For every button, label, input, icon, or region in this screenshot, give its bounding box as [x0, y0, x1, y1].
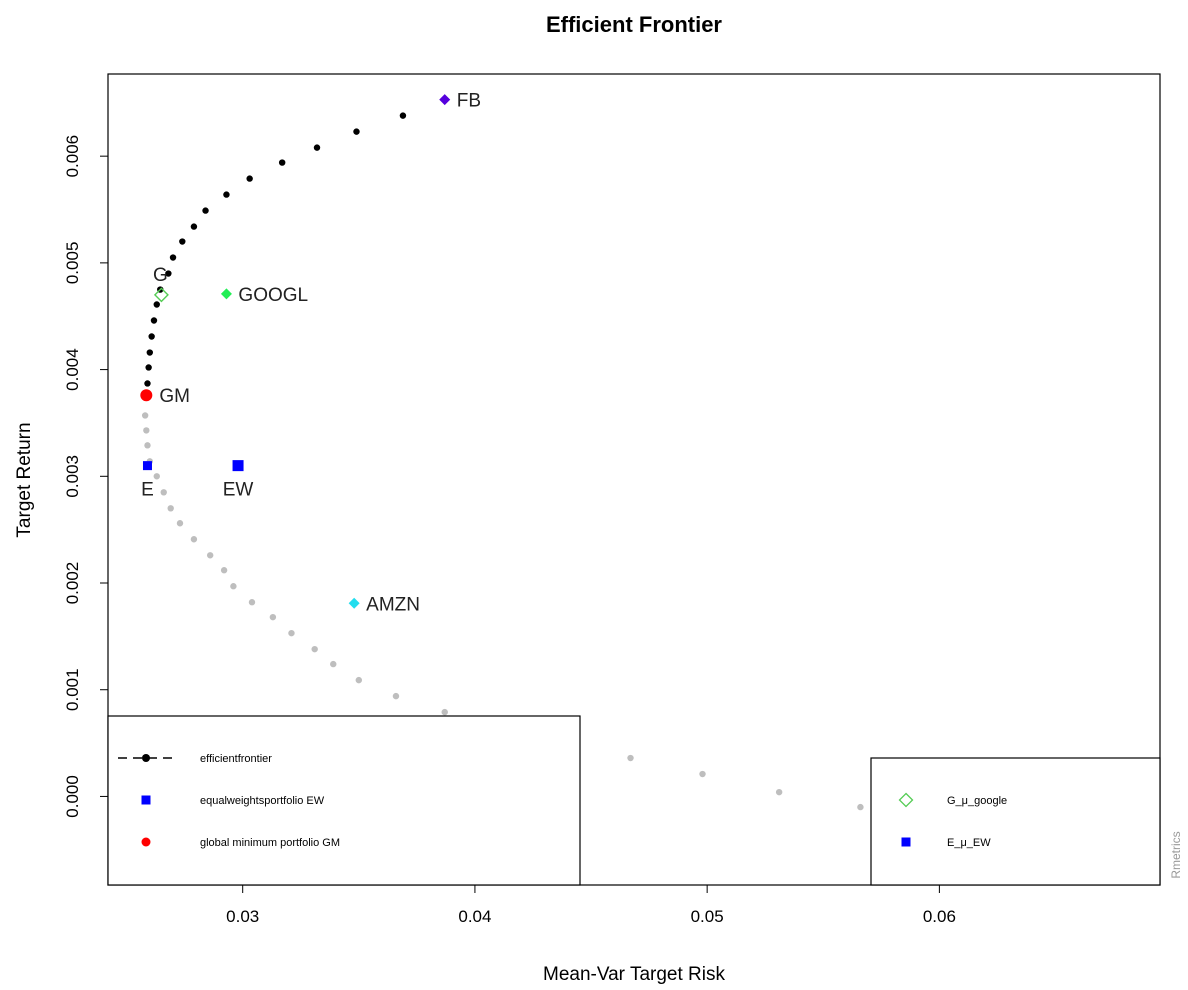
y-tick-label: 0.003	[63, 455, 82, 498]
frontier-point	[153, 301, 160, 308]
legend-label: global minimum portfolio GM	[200, 837, 340, 849]
x-axis-label: Mean-Var Target Risk	[543, 964, 725, 985]
legend-box	[870, 757, 1161, 886]
special-point-g	[153, 287, 169, 303]
frontier-point	[148, 333, 155, 340]
frontier-point	[857, 803, 864, 811]
frontier-point	[355, 676, 363, 684]
frontier-point	[627, 754, 634, 762]
y-tick-label: 0.001	[63, 668, 82, 711]
asset-label: AMZN	[366, 594, 420, 615]
frontier-point	[167, 505, 174, 512]
frontier-point	[190, 536, 198, 543]
legend-marker	[141, 837, 151, 847]
frontier-point	[353, 128, 360, 135]
frontier-point	[153, 473, 160, 480]
frontier-point	[202, 207, 209, 214]
x-tick-label: 0.05	[691, 907, 724, 926]
frontier-point	[145, 364, 152, 371]
asset-point-amzn	[348, 597, 360, 609]
frontier-point	[392, 692, 400, 700]
frontier-point	[288, 629, 295, 637]
special-point-gm	[140, 389, 153, 402]
frontier-point	[144, 442, 151, 449]
legend-label: efficientfrontier	[200, 753, 272, 765]
frontier-point	[313, 144, 321, 151]
frontier-point	[150, 317, 158, 324]
asset-label: GOOGL	[238, 285, 308, 306]
frontier-point	[311, 645, 318, 653]
frontier-point	[146, 349, 154, 356]
y-axis-label: Target Return	[14, 422, 35, 537]
frontier-point	[330, 660, 337, 668]
x-tick-label: 0.03	[226, 907, 259, 926]
frontier-point	[248, 599, 256, 606]
frontier-point	[223, 191, 230, 198]
frontier-point	[190, 223, 198, 230]
frontier-point	[141, 412, 149, 419]
frontier-point	[176, 520, 184, 527]
chart-title: Efficient Frontier	[546, 12, 722, 37]
frontier-point	[246, 175, 253, 182]
frontier-point	[206, 552, 214, 559]
frontier-point	[775, 788, 783, 796]
y-tick-label: 0.004	[63, 348, 82, 391]
frontier-point	[441, 708, 448, 716]
x-tick-label: 0.06	[923, 907, 956, 926]
asset-point-fb	[439, 94, 451, 106]
plot-area: 0.03 0.04 0.05 0.06 0.000 0.001 0.002 0.003 0.00…	[63, 73, 1161, 926]
legend-box	[107, 715, 581, 886]
special-point-e	[142, 461, 152, 471]
frontier-point	[230, 583, 237, 590]
frontier-point	[143, 427, 150, 434]
y-tick-label: 0.000	[63, 775, 82, 818]
special-point-label: GM	[159, 386, 190, 407]
frontier-point	[160, 489, 167, 496]
frontier-point	[399, 112, 407, 119]
legend-marker	[141, 795, 151, 805]
plot-frame	[107, 73, 1161, 886]
frontier-point	[179, 238, 186, 245]
y-tick-label: 0.002	[63, 562, 82, 605]
frontier-point	[278, 159, 286, 166]
frontier-point	[220, 567, 228, 574]
frontier-point	[699, 770, 706, 778]
legend-label: equalweightsportfolio EW	[200, 795, 325, 807]
frontier-point	[165, 270, 172, 277]
special-point-label: E	[141, 480, 154, 501]
watermark: Rmetrics	[1169, 831, 1183, 878]
frontier-point	[269, 613, 277, 621]
y-tick-label: 0.005	[63, 242, 82, 285]
legend-marker	[901, 837, 911, 847]
x-tick-label: 0.04	[458, 907, 491, 926]
special-point-label: EW	[223, 480, 254, 501]
asset-point-googl	[220, 288, 232, 300]
special-point-label: G	[153, 265, 168, 286]
legend-marker	[142, 754, 150, 762]
legend-marker	[898, 792, 914, 808]
legend-label: G_μ_google	[947, 795, 1007, 807]
frontier-point	[169, 254, 177, 261]
legend-label: E_μ_EW	[947, 837, 991, 849]
asset-label: FB	[457, 91, 481, 112]
y-tick-label: 0.006	[63, 135, 82, 178]
frontier-point	[144, 380, 151, 387]
special-point-ew	[232, 460, 244, 472]
